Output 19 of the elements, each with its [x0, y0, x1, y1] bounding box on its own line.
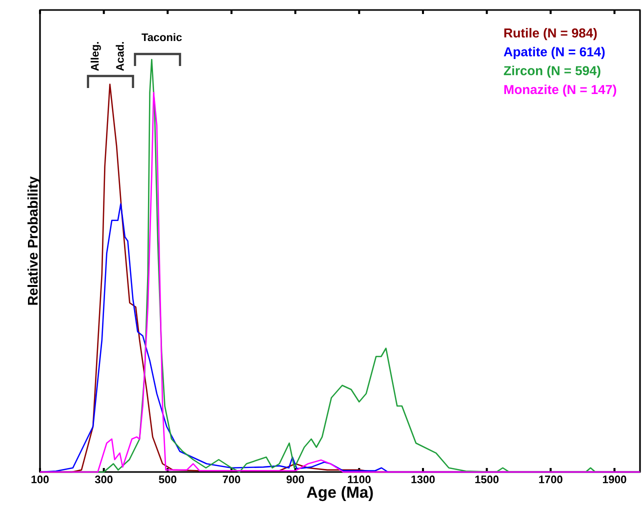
text: Apatite (N = 614)	[504, 46, 605, 59]
x-tick-label: 900	[286, 476, 304, 484]
text: Rutile (N = 984)	[504, 28, 597, 40]
text: Zircon (N = 594)	[504, 66, 600, 78]
text: Monazite (N = 147)	[504, 84, 616, 97]
x-tick-label: 1300	[411, 476, 435, 484]
x-tick-label: 1100	[348, 476, 371, 484]
x-tick-label: 500	[158, 476, 176, 484]
annotation: Alleg.	[90, 42, 101, 71]
x-axis-title: Age (Ma)	[306, 486, 373, 502]
annotation: Acad.	[116, 42, 124, 71]
x-tick-label: 1700	[539, 476, 562, 484]
x-tick-label: 1500	[475, 476, 499, 484]
x-tick-label: 700	[222, 476, 240, 484]
x-tick-label: 300	[94, 476, 113, 484]
y-axis-title: Relative Probability	[27, 176, 40, 305]
text: Taconic	[142, 33, 182, 42]
x-tick-label: 1900	[602, 476, 626, 484]
x-tick-label: 100	[32, 476, 49, 484]
